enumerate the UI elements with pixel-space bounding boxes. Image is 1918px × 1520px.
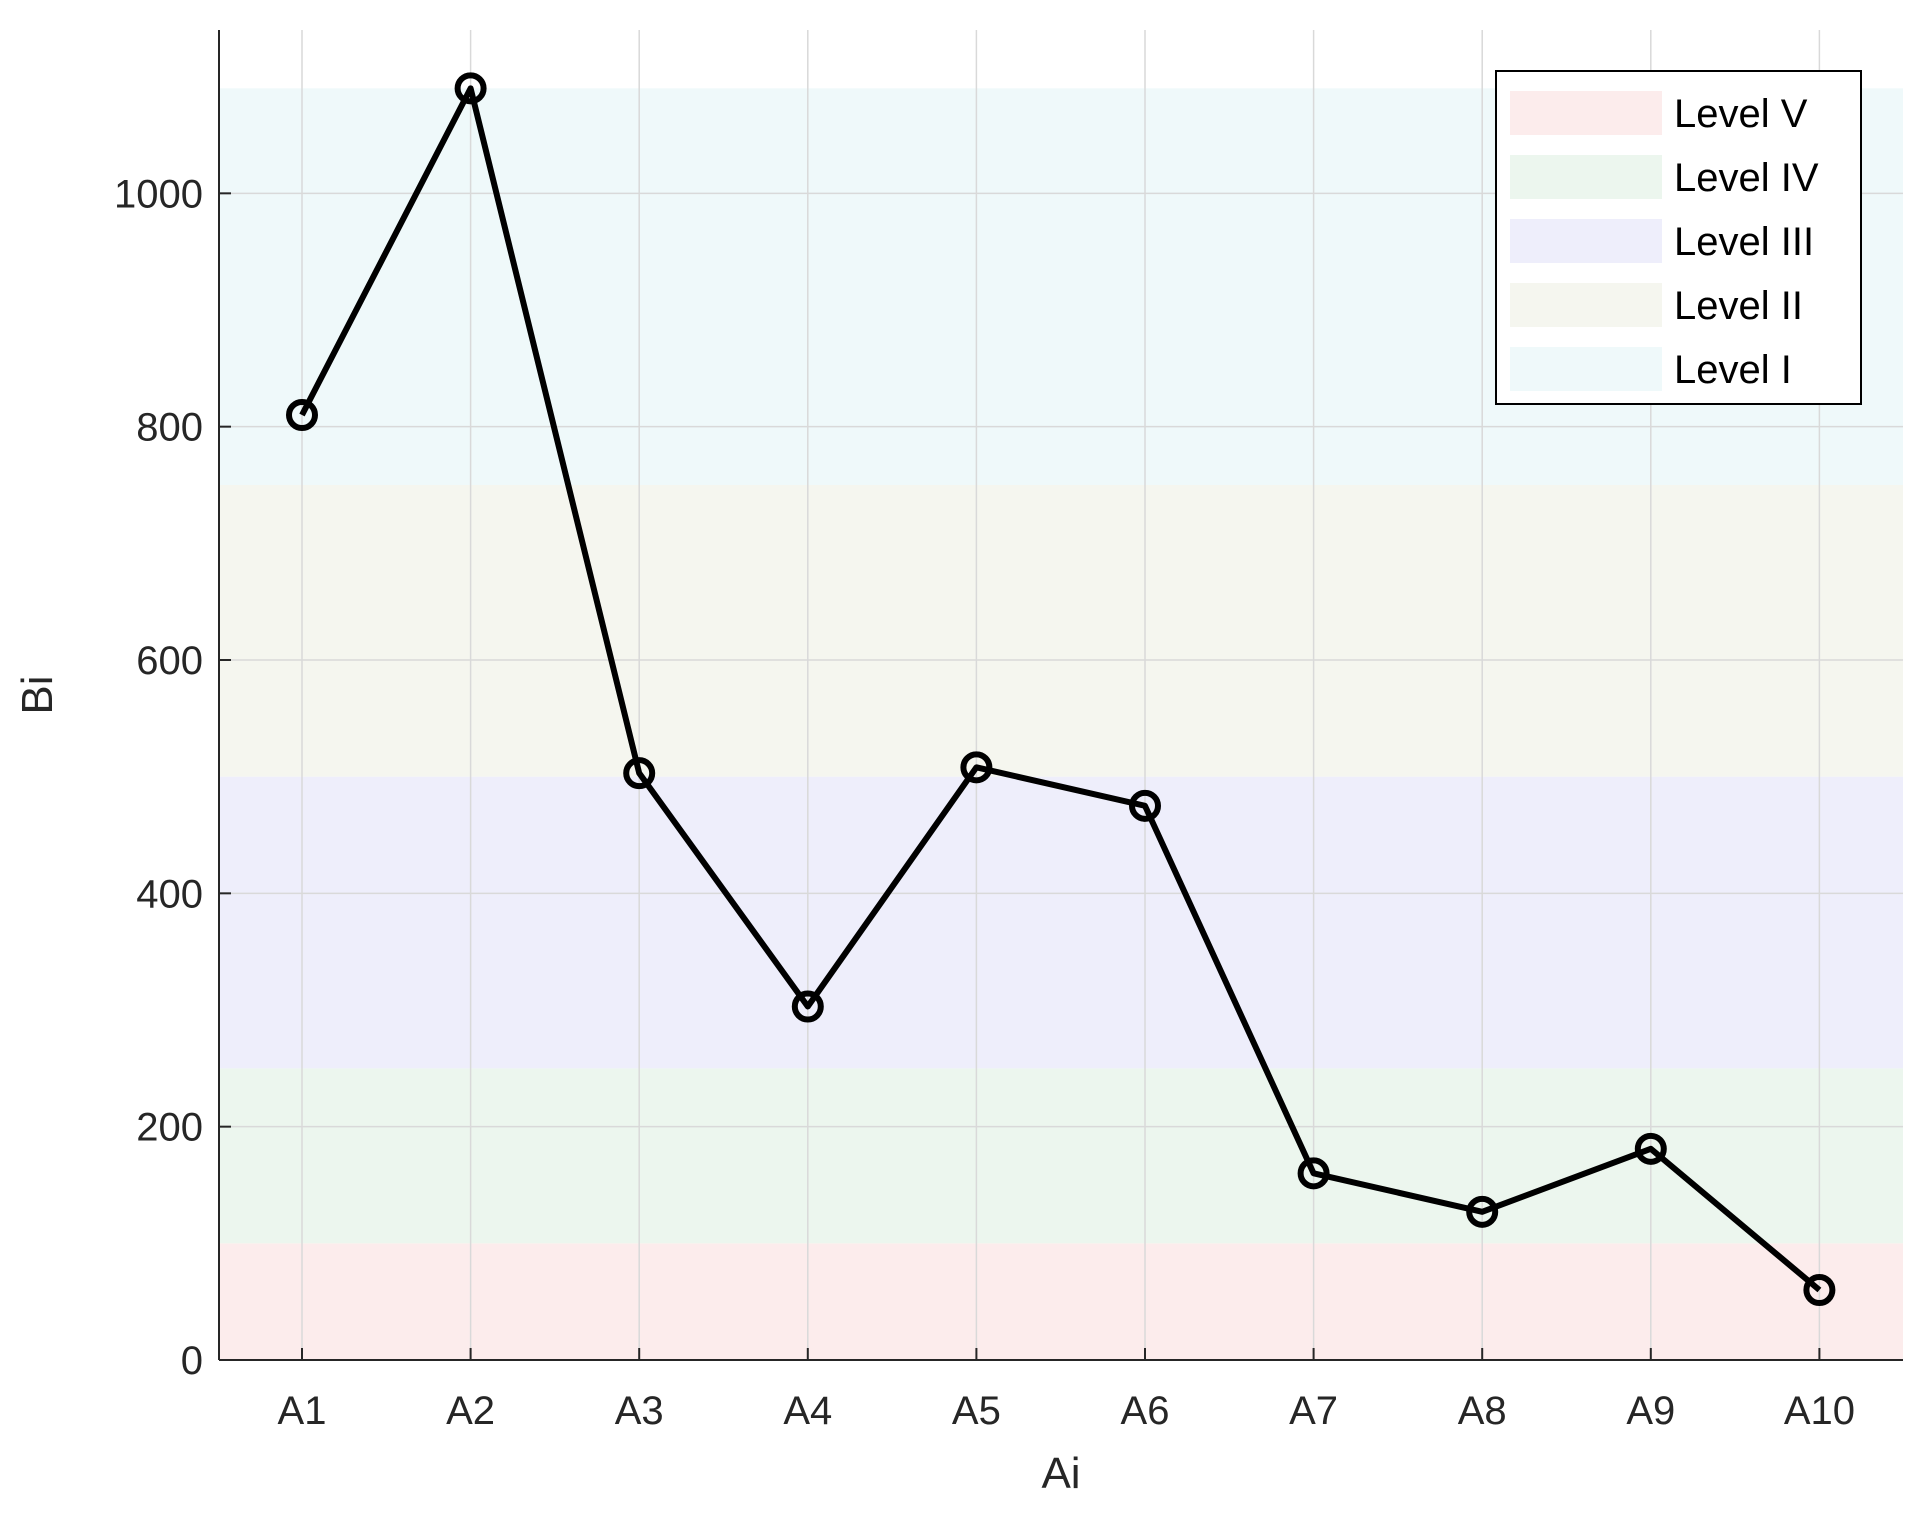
y-axis-label: Bi	[13, 675, 62, 714]
y-tick-label: 400	[136, 872, 203, 916]
x-tick-label: A10	[1784, 1389, 1855, 1433]
data-point-A6	[1129, 789, 1161, 822]
x-tick-label: A6	[1121, 1389, 1170, 1433]
series-line	[299, 85, 1822, 1293]
y-tick-label: 1000	[114, 172, 203, 216]
data-point-A10	[1803, 1274, 1836, 1306]
band-1	[219, 1243, 1903, 1360]
band-4	[219, 485, 1903, 777]
data-point-A5	[960, 751, 993, 784]
y-tick-labels: 0 200 400 600 800 1000	[114, 172, 203, 1383]
y-tick-label: 200	[136, 1106, 203, 1150]
x-tick-label: A9	[1626, 1389, 1675, 1433]
x-tick-label: A3	[615, 1389, 664, 1433]
data-point-A4	[791, 990, 824, 1023]
x-tick-label: A2	[446, 1389, 495, 1433]
legend-label: Level I	[1674, 348, 1792, 392]
y-tick-label: 0	[181, 1339, 203, 1383]
band-3	[219, 776, 1903, 1069]
data-point-A9	[1634, 1132, 1667, 1165]
data-point-A3	[623, 757, 656, 790]
legend-label: Level II	[1674, 284, 1803, 328]
legend-swatch	[1510, 155, 1662, 199]
x-tick-label: A5	[952, 1389, 1001, 1433]
data-point-A7	[1297, 1157, 1330, 1190]
x-tick-label: A7	[1289, 1389, 1338, 1433]
x-tick-label: A4	[783, 1389, 832, 1433]
legend-swatch	[1510, 283, 1662, 327]
data-point-A1	[286, 399, 318, 431]
legend: Level V Level IV Level III Level II Level I	[1495, 70, 1862, 405]
legend-label: Level III	[1674, 220, 1814, 264]
data-point-A2	[454, 72, 487, 105]
y-tick-label: 600	[136, 639, 203, 683]
data-point-A8	[1466, 1195, 1499, 1228]
x-axis-label: Ai	[1041, 1449, 1080, 1498]
legend-swatch	[1510, 91, 1662, 135]
legend-swatch	[1510, 219, 1662, 263]
x-tick-labels: A1 A2 A3 A4 A5 A6 A7 A8 A9 A10	[278, 1389, 1855, 1433]
x-tick-label: A8	[1458, 1389, 1507, 1433]
legend-swatch	[1510, 347, 1662, 391]
legend-label: Level V	[1674, 92, 1808, 136]
band-2	[219, 1068, 1903, 1244]
legend-label: Level IV	[1674, 156, 1819, 200]
x-tick-label: A1	[278, 1389, 327, 1433]
level-bands	[219, 88, 1903, 1360]
y-tick-label: 800	[136, 406, 203, 450]
axes	[218, 30, 1903, 1361]
series	[286, 72, 1836, 1306]
